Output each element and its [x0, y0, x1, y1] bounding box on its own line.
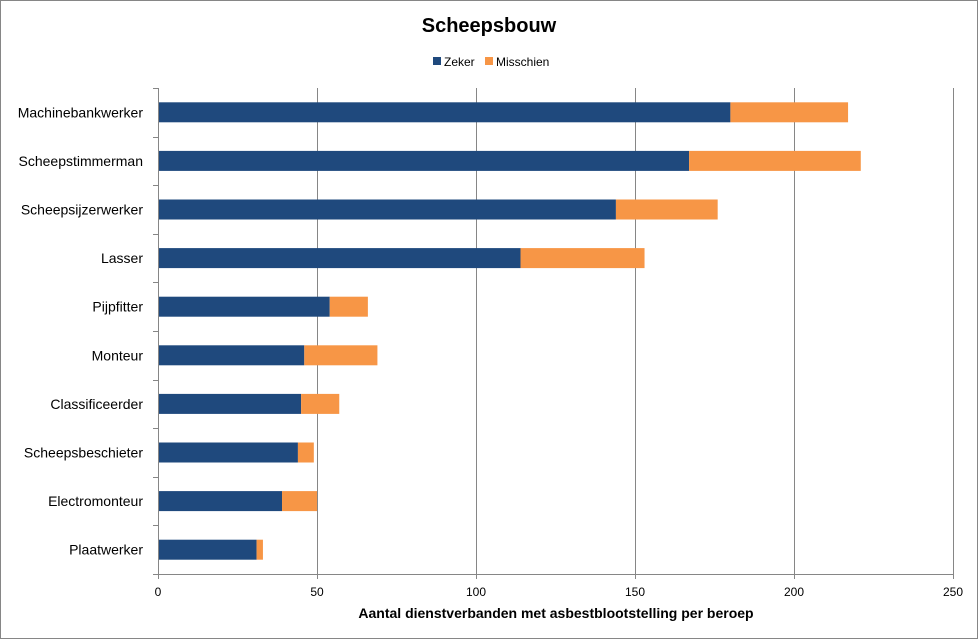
- category-label-1: Scheepstimmerman: [19, 153, 144, 169]
- x-tick-label-50: 50: [310, 585, 324, 599]
- bar-misschien-5: [304, 345, 378, 366]
- category-label-4: Pijpfitter: [92, 299, 143, 315]
- bar-zeker-8: [158, 491, 283, 512]
- legend-label-misschien: Misschien: [496, 55, 549, 69]
- bar-misschien-4: [329, 296, 368, 317]
- legend-swatch-misschien: [485, 57, 493, 65]
- category-label-5: Monteur: [92, 347, 144, 363]
- bar-misschien-7: [297, 442, 314, 463]
- x-tick-label-0: 0: [155, 585, 162, 599]
- category-label-2: Scheepsijzerwerker: [21, 202, 143, 218]
- x-tick-label-250: 250: [943, 585, 963, 599]
- tick-labels: 0 50 100 150 200 250: [155, 585, 964, 599]
- bar-zeker-5: [158, 345, 305, 366]
- category-label-9: Plaatwerker: [69, 542, 143, 558]
- x-tick-label-100: 100: [466, 585, 486, 599]
- category-label-6: Classificeerder: [50, 396, 143, 412]
- axes: [153, 88, 954, 579]
- category-label-8: Electromonteur: [48, 493, 143, 509]
- bar-zeker-9: [158, 539, 257, 560]
- chart-title: Scheepsbouw: [422, 15, 557, 37]
- bar-misschien-9: [256, 539, 263, 560]
- bar-misschien-3: [520, 248, 645, 269]
- category-label-3: Lasser: [101, 250, 143, 266]
- bars: [158, 102, 861, 560]
- x-tick-label-150: 150: [625, 585, 645, 599]
- bar-misschien-8: [282, 491, 317, 512]
- bar-zeker-2: [158, 199, 616, 220]
- legend: Zeker Misschien: [433, 55, 549, 69]
- bar-misschien-0: [730, 102, 849, 123]
- legend-label-zeker: Zeker: [444, 55, 475, 69]
- bar-zeker-7: [158, 442, 298, 463]
- bar-zeker-1: [158, 150, 690, 171]
- bar-misschien-6: [301, 393, 340, 414]
- category-label-0: Machinebankwerker: [18, 104, 144, 120]
- bar-misschien-1: [689, 150, 861, 171]
- bar-misschien-2: [615, 199, 718, 220]
- bar-zeker-3: [158, 248, 521, 269]
- bar-zeker-0: [158, 102, 731, 123]
- bar-zeker-6: [158, 393, 302, 414]
- category-label-7: Scheepsbeschieter: [24, 445, 143, 461]
- x-axis-title: Aantal dienstverbanden met asbestblootst…: [358, 605, 753, 621]
- category-labels: Machinebankwerker Scheepstimmerman Scheeps…: [18, 104, 144, 557]
- bar-zeker-4: [158, 296, 330, 317]
- x-tick-label-200: 200: [784, 585, 804, 599]
- legend-swatch-zeker: [433, 57, 441, 65]
